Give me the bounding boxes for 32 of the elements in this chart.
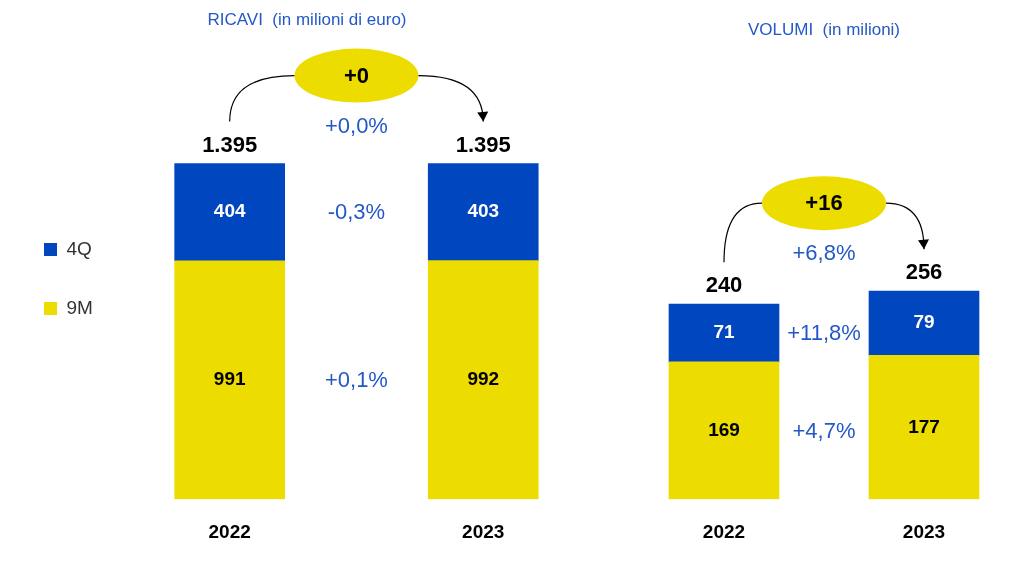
bar [868, 355, 980, 500]
annotation: +4,7% [792, 417, 856, 444]
total-label: 1.395 [202, 131, 258, 157]
annotation: +0,1% [324, 366, 388, 393]
legend-label: 4Q [66, 237, 92, 259]
data-label: 79 [913, 311, 935, 333]
data-label: 991 [213, 368, 246, 390]
x-tick-label: 2022 [702, 520, 746, 542]
legend-label: 9M [66, 296, 93, 318]
text: +0,0% [324, 112, 388, 139]
chart-title: RICAVI (in milioni di euro) [207, 9, 407, 29]
text: +16 [805, 190, 843, 217]
text: +0 [343, 62, 369, 89]
data-label: 169 [708, 418, 740, 440]
bar [668, 361, 780, 500]
data-label: 177 [908, 415, 940, 437]
text: +6,8% [792, 240, 856, 267]
data-label: 404 [213, 200, 246, 222]
annotation: -0,3% [327, 199, 386, 226]
bar [668, 303, 780, 363]
total-label: 1.395 [455, 131, 511, 157]
total-label: 240 [705, 272, 743, 298]
chart-title: VOLUMI (in milioni) [747, 19, 901, 39]
data-label: 403 [467, 200, 500, 222]
x-tick-label: 2023 [902, 520, 946, 542]
bar [868, 290, 980, 356]
x-tick-label: 2023 [462, 520, 505, 542]
data-label: 992 [467, 368, 500, 390]
total-label: 256 [905, 259, 943, 285]
annotation: +11,8% [787, 320, 861, 346]
x-tick-label: 2022 [208, 520, 251, 542]
data-label: 71 [713, 321, 735, 343]
